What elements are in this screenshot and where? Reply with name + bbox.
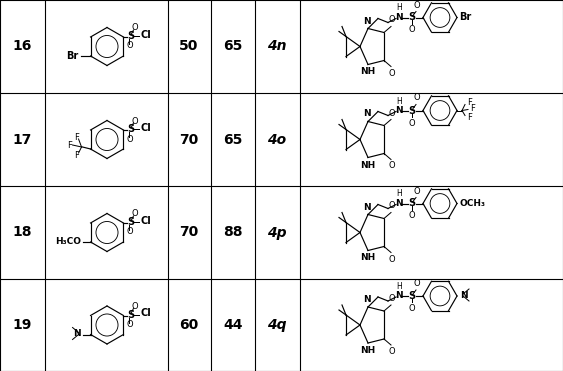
- Text: S: S: [127, 217, 134, 227]
- Text: N: N: [395, 199, 403, 208]
- Text: O: O: [388, 69, 395, 78]
- Text: S: S: [408, 291, 415, 301]
- Text: 4o: 4o: [267, 132, 287, 147]
- Text: NH: NH: [360, 253, 376, 263]
- Text: S: S: [127, 124, 134, 134]
- Text: 18: 18: [12, 226, 32, 240]
- Text: O: O: [126, 42, 133, 50]
- Text: 44: 44: [224, 318, 243, 332]
- Text: F: F: [470, 104, 475, 113]
- Text: O: O: [131, 302, 138, 311]
- Text: O: O: [414, 93, 421, 102]
- Text: O: O: [388, 16, 395, 24]
- Text: NH: NH: [360, 161, 376, 170]
- Text: F: F: [74, 151, 79, 160]
- Text: N: N: [395, 106, 403, 115]
- Text: O: O: [409, 118, 415, 128]
- Text: O: O: [388, 347, 395, 356]
- Text: 88: 88: [224, 226, 243, 240]
- Text: O: O: [126, 227, 133, 236]
- Text: O: O: [409, 211, 415, 220]
- Text: 65: 65: [224, 39, 243, 53]
- Text: N: N: [363, 109, 371, 118]
- Text: F: F: [467, 113, 472, 122]
- Text: Br: Br: [459, 13, 471, 23]
- Text: Br: Br: [66, 51, 79, 61]
- Text: S: S: [408, 198, 415, 209]
- Text: Cl: Cl: [140, 216, 151, 226]
- Text: O: O: [131, 116, 138, 125]
- Text: H: H: [396, 3, 402, 13]
- Text: H: H: [396, 190, 402, 198]
- Text: F: F: [74, 132, 79, 141]
- Text: N: N: [395, 13, 403, 22]
- Text: O: O: [388, 294, 395, 303]
- Text: 16: 16: [12, 39, 32, 53]
- Text: S: S: [127, 309, 134, 319]
- Text: 65: 65: [224, 132, 243, 147]
- Text: S: S: [408, 13, 415, 23]
- Text: 4q: 4q: [267, 318, 287, 332]
- Text: NH: NH: [360, 68, 376, 76]
- Text: O: O: [409, 26, 415, 35]
- Text: 60: 60: [180, 318, 199, 332]
- Text: H₃CO: H₃CO: [56, 237, 82, 246]
- Text: F: F: [467, 98, 472, 107]
- Text: 17: 17: [12, 132, 32, 147]
- Text: OCH₃: OCH₃: [459, 199, 485, 208]
- Text: O: O: [409, 304, 415, 313]
- Text: 70: 70: [180, 132, 199, 147]
- Text: N: N: [363, 16, 371, 26]
- Text: O: O: [131, 23, 138, 33]
- Text: N: N: [363, 203, 371, 211]
- Text: 50: 50: [179, 39, 199, 53]
- Text: S: S: [127, 31, 134, 41]
- Text: 4p: 4p: [267, 226, 287, 240]
- Text: S: S: [408, 105, 415, 115]
- Text: Cl: Cl: [140, 30, 151, 40]
- Text: O: O: [131, 210, 138, 219]
- Text: O: O: [414, 187, 421, 196]
- Text: O: O: [126, 135, 133, 144]
- Text: 4n: 4n: [267, 39, 287, 53]
- Text: N: N: [363, 295, 371, 304]
- Text: NH: NH: [360, 346, 376, 355]
- Text: N: N: [395, 292, 403, 301]
- Text: O: O: [388, 108, 395, 118]
- Text: Cl: Cl: [140, 123, 151, 133]
- Text: O: O: [414, 279, 421, 288]
- Text: 70: 70: [180, 226, 199, 240]
- Text: O: O: [388, 161, 395, 171]
- Text: F: F: [67, 141, 72, 150]
- Text: N: N: [73, 329, 81, 338]
- Text: O: O: [388, 255, 395, 263]
- Text: H: H: [396, 96, 402, 105]
- Text: N: N: [460, 290, 468, 299]
- Text: H: H: [396, 282, 402, 291]
- Text: O: O: [414, 0, 421, 10]
- Text: 19: 19: [12, 318, 32, 332]
- Text: O: O: [126, 320, 133, 329]
- Text: Cl: Cl: [140, 309, 151, 318]
- Text: O: O: [388, 201, 395, 210]
